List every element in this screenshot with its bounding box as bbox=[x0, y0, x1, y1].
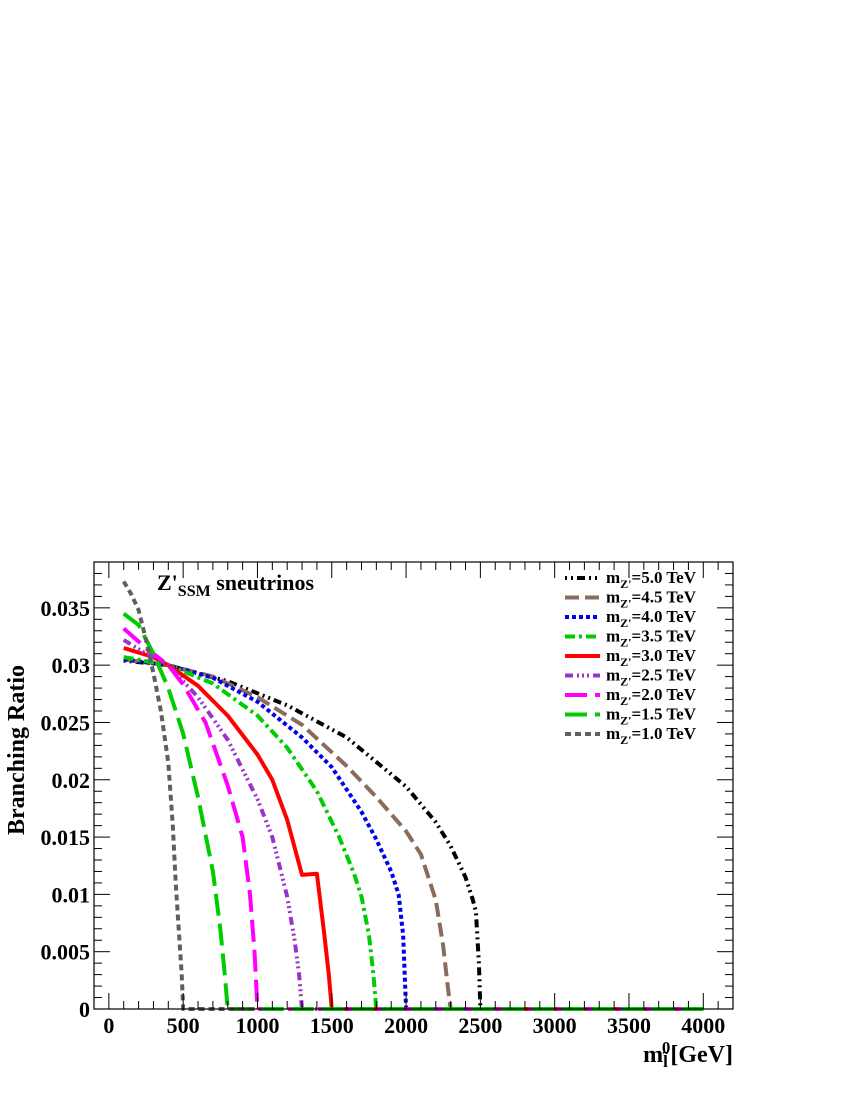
legend-label-0: mZ'=5.0 TeV bbox=[606, 568, 697, 591]
series-line-6 bbox=[122, 626, 704, 1011]
series-line-3 bbox=[123, 655, 704, 1011]
x-axis-title: ml̃0[GeV] bbox=[643, 1038, 733, 1071]
legend-label-6: mZ'=2.0 TeV bbox=[606, 685, 697, 708]
y-tick-label: 0.015 bbox=[41, 825, 91, 850]
legend-label-2: mZ'=4.0 TeV bbox=[606, 607, 697, 630]
x-tick-label: 0 bbox=[103, 1013, 114, 1038]
y-tick-label: 0.02 bbox=[52, 768, 91, 793]
y-tick-label: 0.01 bbox=[52, 882, 91, 907]
y-tick-label: 0.035 bbox=[41, 596, 91, 621]
y-tick-label: 0.03 bbox=[52, 653, 91, 678]
legend-label-5: mZ'=2.5 TeV bbox=[606, 666, 697, 689]
series-line-2 bbox=[123, 657, 704, 1011]
legend-label-8: mZ'=1.0 TeV bbox=[606, 724, 697, 747]
plot-area bbox=[121, 580, 704, 1011]
legend-label-3: mZ'=3.5 TeV bbox=[606, 627, 697, 650]
x-tick-label: 500 bbox=[167, 1013, 200, 1038]
series-line-7 bbox=[122, 612, 704, 1011]
x-tick-label: 2500 bbox=[458, 1013, 502, 1038]
x-tick-label: 4000 bbox=[681, 1013, 725, 1038]
x-tick-label: 1000 bbox=[235, 1013, 279, 1038]
y-tick-label: 0.005 bbox=[41, 940, 91, 965]
series-line-0 bbox=[123, 658, 704, 1011]
y-tick-label: 0.025 bbox=[41, 710, 91, 735]
x-tick-label: 3500 bbox=[607, 1013, 651, 1038]
plot-frame bbox=[93, 561, 734, 1010]
x-tick-label: 3000 bbox=[533, 1013, 577, 1038]
x-tick-label: 1500 bbox=[310, 1013, 354, 1038]
axes: 0 500 1000 1500 2000 2500 3000 3500 4000 0 0.005 0.… bbox=[41, 561, 734, 1038]
x-tick-label: 2000 bbox=[384, 1013, 428, 1038]
legend-label-7: mZ'=1.5 TeV bbox=[606, 705, 697, 728]
legend-label-1: mZ'=4.5 TeV bbox=[606, 588, 697, 611]
y-axis-title: Branching Ratio bbox=[4, 665, 30, 835]
y-tick-label: 0 bbox=[79, 997, 90, 1022]
legend-label-4: mZ'=3.0 TeV bbox=[606, 646, 697, 669]
chart-title: Z'SSM sneutrinos bbox=[157, 570, 314, 600]
series-line-8 bbox=[121, 580, 258, 1011]
